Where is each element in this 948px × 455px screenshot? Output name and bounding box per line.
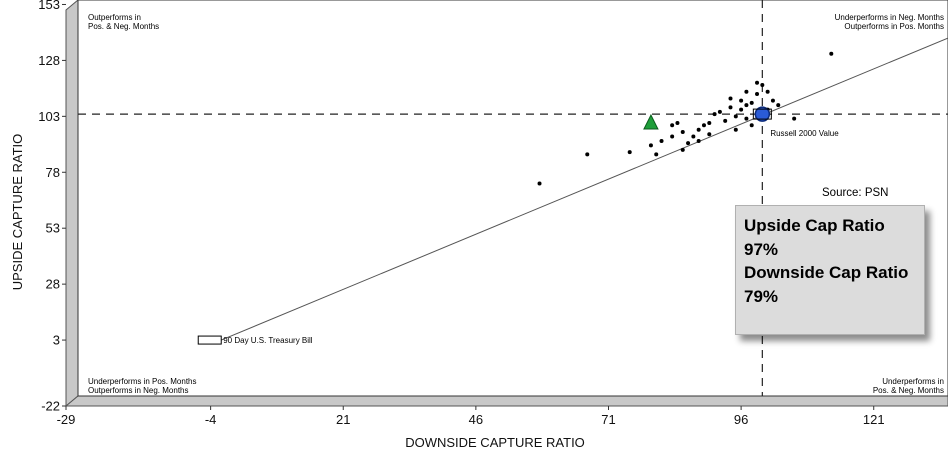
peer-point (755, 91, 760, 96)
capture-ratio-callout: Upside Cap Ratio 97% Downside Cap Ratio … (735, 205, 925, 335)
x-axis-label: DOWNSIDE CAPTURE RATIO (405, 435, 585, 450)
x-tick-label: 71 (601, 412, 615, 427)
peer-point (744, 89, 749, 94)
treasury-bill-label: 90 Day U.S. Treasury Bill (223, 336, 313, 345)
peer-point (691, 134, 696, 139)
peer-point (659, 138, 664, 143)
y-tick-label: 128 (38, 53, 60, 68)
peer-point (696, 127, 701, 132)
peer-point (670, 134, 675, 139)
peer-point (701, 123, 706, 128)
peer-point (680, 130, 685, 134)
peer-point (537, 181, 542, 186)
quadrant-label-bottom-right-line2: Pos. & Neg. Months (873, 386, 944, 395)
peer-point (728, 105, 733, 110)
peer-point (749, 123, 754, 128)
peer-point (712, 112, 717, 117)
peer-point (744, 103, 749, 108)
peer-point (744, 116, 749, 121)
peer-point (792, 116, 797, 121)
source-label: Source: PSN (822, 187, 889, 199)
peer-point (739, 107, 744, 112)
y-tick-label: 53 (46, 221, 60, 236)
peer-point (648, 143, 653, 148)
y-axis-label: UPSIDE CAPTURE RATIO (10, 134, 25, 291)
x-tick-label: 46 (469, 412, 483, 427)
y-tick-label: 103 (38, 109, 60, 124)
callout-downside-value: 79% (744, 286, 779, 306)
benchmark-line (221, 37, 948, 341)
quadrant-label-bottom-right-line1: Underperforms in (882, 377, 944, 386)
peer-point (776, 103, 781, 108)
treasury-bill-marker (197, 335, 222, 345)
x-tick-label: 96 (734, 412, 748, 427)
x-tick-label: -29 (57, 412, 76, 427)
peer-point (733, 114, 738, 119)
callout-upside-label: Upside Cap Ratio (744, 216, 885, 235)
fund-triangle-marker (643, 113, 659, 130)
peer-point (627, 150, 632, 155)
y-tick-label: 3 (53, 333, 60, 348)
x-tick-label: 21 (336, 412, 350, 427)
peer-point (707, 121, 712, 126)
peer-point (675, 121, 680, 126)
peer-point (765, 89, 770, 94)
peer-point (696, 138, 701, 143)
quadrant-label-top-left-line1: Outperforms in (88, 13, 141, 22)
peer-point (717, 109, 722, 114)
russell-2000-value-label: Russell 2000 Value (770, 129, 839, 138)
peer-point (654, 152, 659, 157)
peer-point (707, 132, 712, 137)
russell-2000-value-box (752, 108, 772, 120)
peer-point (755, 80, 760, 85)
peer-point (733, 127, 738, 132)
y-tick-label: 153 (38, 0, 60, 12)
peer-point (723, 118, 728, 123)
quadrant-label-bottom-left-line1: Underperforms in Pos. Months (88, 377, 197, 386)
peer-point (760, 83, 765, 88)
callout-downside-label: Downside Cap Ratio (744, 263, 909, 282)
peer-point (680, 147, 685, 152)
peer-point (585, 152, 590, 157)
y-tick-label: 28 (46, 277, 60, 292)
quadrant-label-top-left-line2: Pos. & Neg. Months (88, 22, 159, 31)
left-wall (65, 0, 79, 408)
peer-point (829, 51, 834, 56)
peer-point (770, 98, 775, 103)
quadrant-label-top-right-line2: Outperforms in Pos. Months (844, 22, 944, 31)
peer-point (728, 96, 733, 101)
callout-upside-value: 97% (744, 239, 779, 259)
y-tick-label: -22 (41, 399, 60, 414)
x-tick-label: 121 (863, 412, 885, 427)
quadrant-label-bottom-left-line2: Outperforms in Neg. Months (88, 386, 188, 395)
peer-point (670, 123, 675, 128)
y-tick-label: 78 (46, 165, 60, 180)
peer-point (749, 100, 754, 105)
peer-point (686, 141, 691, 146)
russell-2000-value-marker (754, 106, 771, 122)
peer-point (739, 98, 744, 103)
x-tick-label: -4 (205, 412, 217, 427)
bottom-floor (64, 395, 948, 407)
quadrant-label-top-right-line1: Underperforms in Neg. Months (835, 13, 944, 22)
